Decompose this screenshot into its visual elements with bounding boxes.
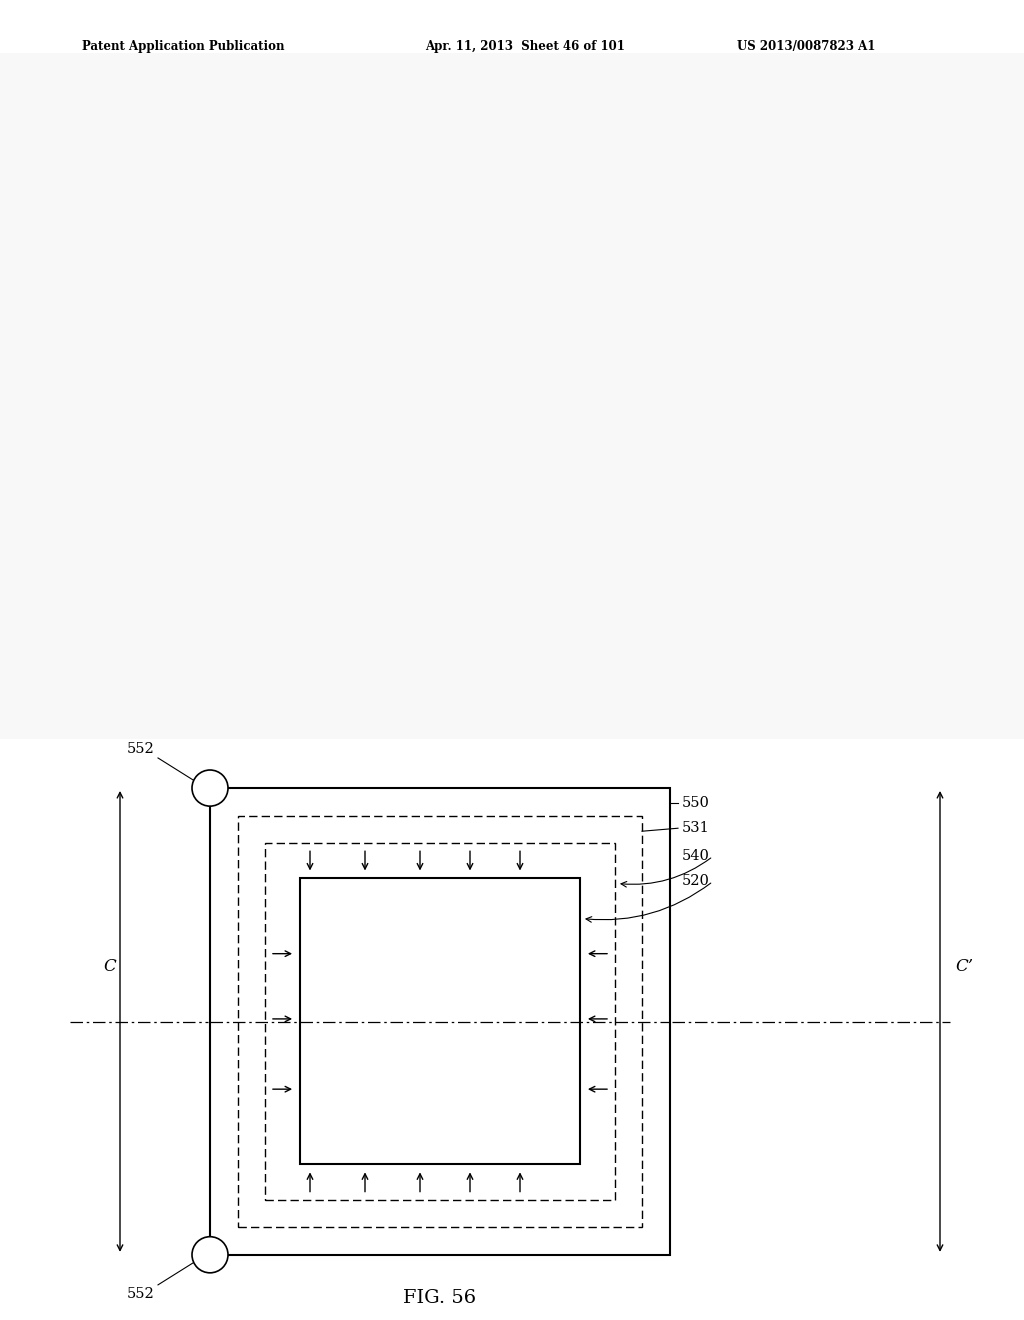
Text: 552: 552: [127, 742, 155, 756]
Polygon shape: [300, 878, 580, 1164]
Text: Patent Application Publication: Patent Application Publication: [82, 40, 285, 53]
Circle shape: [193, 770, 228, 807]
Text: C: C: [103, 958, 117, 975]
Text: FIG. 56: FIG. 56: [403, 1288, 476, 1307]
Polygon shape: [210, 788, 670, 1255]
Bar: [265, 843, 615, 1200]
Text: 531: 531: [682, 821, 710, 836]
Text: FIG. 55: FIG. 55: [393, 702, 467, 719]
Text: 520: 520: [682, 874, 710, 888]
Polygon shape: [430, 385, 1024, 1320]
Bar: [238, 816, 642, 1226]
Polygon shape: [430, 1204, 1024, 1320]
Text: Apr. 11, 2013  Sheet 46 of 101: Apr. 11, 2013 Sheet 46 of 101: [425, 40, 625, 53]
Text: US 2013/0087823 A1: US 2013/0087823 A1: [737, 40, 876, 53]
Text: C’: C’: [955, 958, 973, 975]
Text: 540: 540: [682, 849, 710, 863]
Circle shape: [193, 1237, 228, 1272]
Text: 550: 550: [682, 796, 710, 810]
Text: 552: 552: [127, 1287, 155, 1302]
